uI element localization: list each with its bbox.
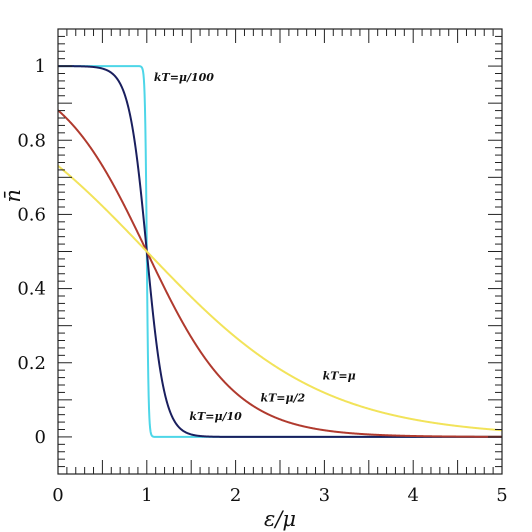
series-line-2 (57, 109, 503, 438)
curve-labels: kT=μ/100 kT=μ/10 kT=μ/2 kT=μ (154, 71, 356, 423)
y-tick-label: 1 (35, 56, 46, 77)
y-tick-label: 0 (35, 427, 46, 448)
tick-labels: 0 1 2 3 4 5 0 0.2 0.4 0.6 0.8 1 (17, 56, 507, 506)
curve-label: kT=μ/2 (260, 392, 305, 405)
series-line-3 (57, 165, 503, 432)
chart-curves (57, 65, 503, 438)
axis-ticks (57, 28, 503, 475)
y-tick-label: 0.6 (17, 204, 46, 225)
series-line-1 (57, 65, 503, 438)
series-line-0 (57, 65, 503, 438)
x-tick-label: 3 (319, 485, 330, 506)
x-tick-label: 4 (407, 485, 418, 506)
x-axis-label: ε/μ (264, 507, 296, 531)
x-tick-label: 1 (141, 485, 152, 506)
x-tick-label: 5 (496, 485, 507, 506)
curve-label: kT=μ/100 (154, 71, 214, 84)
x-tick-label: 0 (52, 485, 63, 506)
y-tick-label: 0.2 (17, 353, 46, 374)
y-axis-label: n̄ (1, 189, 25, 203)
curve-label: kT=μ (323, 369, 356, 382)
curve-label: kT=μ/10 (189, 410, 242, 423)
y-tick-label: 0.4 (17, 279, 46, 300)
y-tick-label: 0.8 (17, 130, 46, 151)
x-tick-label: 2 (230, 485, 241, 506)
